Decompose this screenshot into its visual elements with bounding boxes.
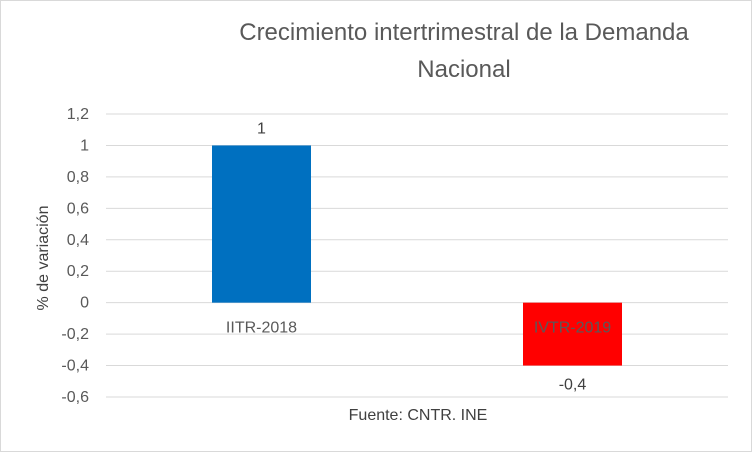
y-tick-label: -0,4 xyxy=(61,358,89,375)
y-tick-label: -0,6 xyxy=(61,389,89,406)
y-tick-label: 0,8 xyxy=(67,169,89,186)
chart-title-line-2: Nacional xyxy=(417,56,510,83)
bar xyxy=(212,145,311,303)
gridlines xyxy=(106,113,728,398)
source-note: Fuente: CNTR. INE xyxy=(349,407,488,424)
y-tick-label: 0,4 xyxy=(67,232,89,249)
y-tick-label: 1 xyxy=(80,137,89,154)
y-axis-tick-labels: -0,6 -0,4 -0,2 0 0,2 0,4 0,6 0,8 1 1,2 xyxy=(61,106,89,406)
y-axis-label: % de variación xyxy=(35,206,52,311)
chart-title-line-1: Crecimiento intertrimestral de la Demand… xyxy=(239,19,689,46)
category-label: IVTR-2019 xyxy=(534,320,611,337)
data-labels: 1 -0,4 xyxy=(257,120,586,393)
data-label: 1 xyxy=(257,120,266,137)
category-label: IITR-2018 xyxy=(226,320,297,337)
y-tick-label: -0,2 xyxy=(61,326,89,343)
bar xyxy=(523,302,622,366)
y-tick-label: 0,2 xyxy=(67,263,89,280)
category-labels: IITR-2018 IVTR-2019 xyxy=(226,320,611,337)
y-tick-label: 0,6 xyxy=(67,200,89,217)
bars xyxy=(212,145,622,366)
data-label: -0,4 xyxy=(559,377,587,394)
y-tick-label: 1,2 xyxy=(67,106,89,123)
y-tick-label: 0 xyxy=(80,295,89,312)
